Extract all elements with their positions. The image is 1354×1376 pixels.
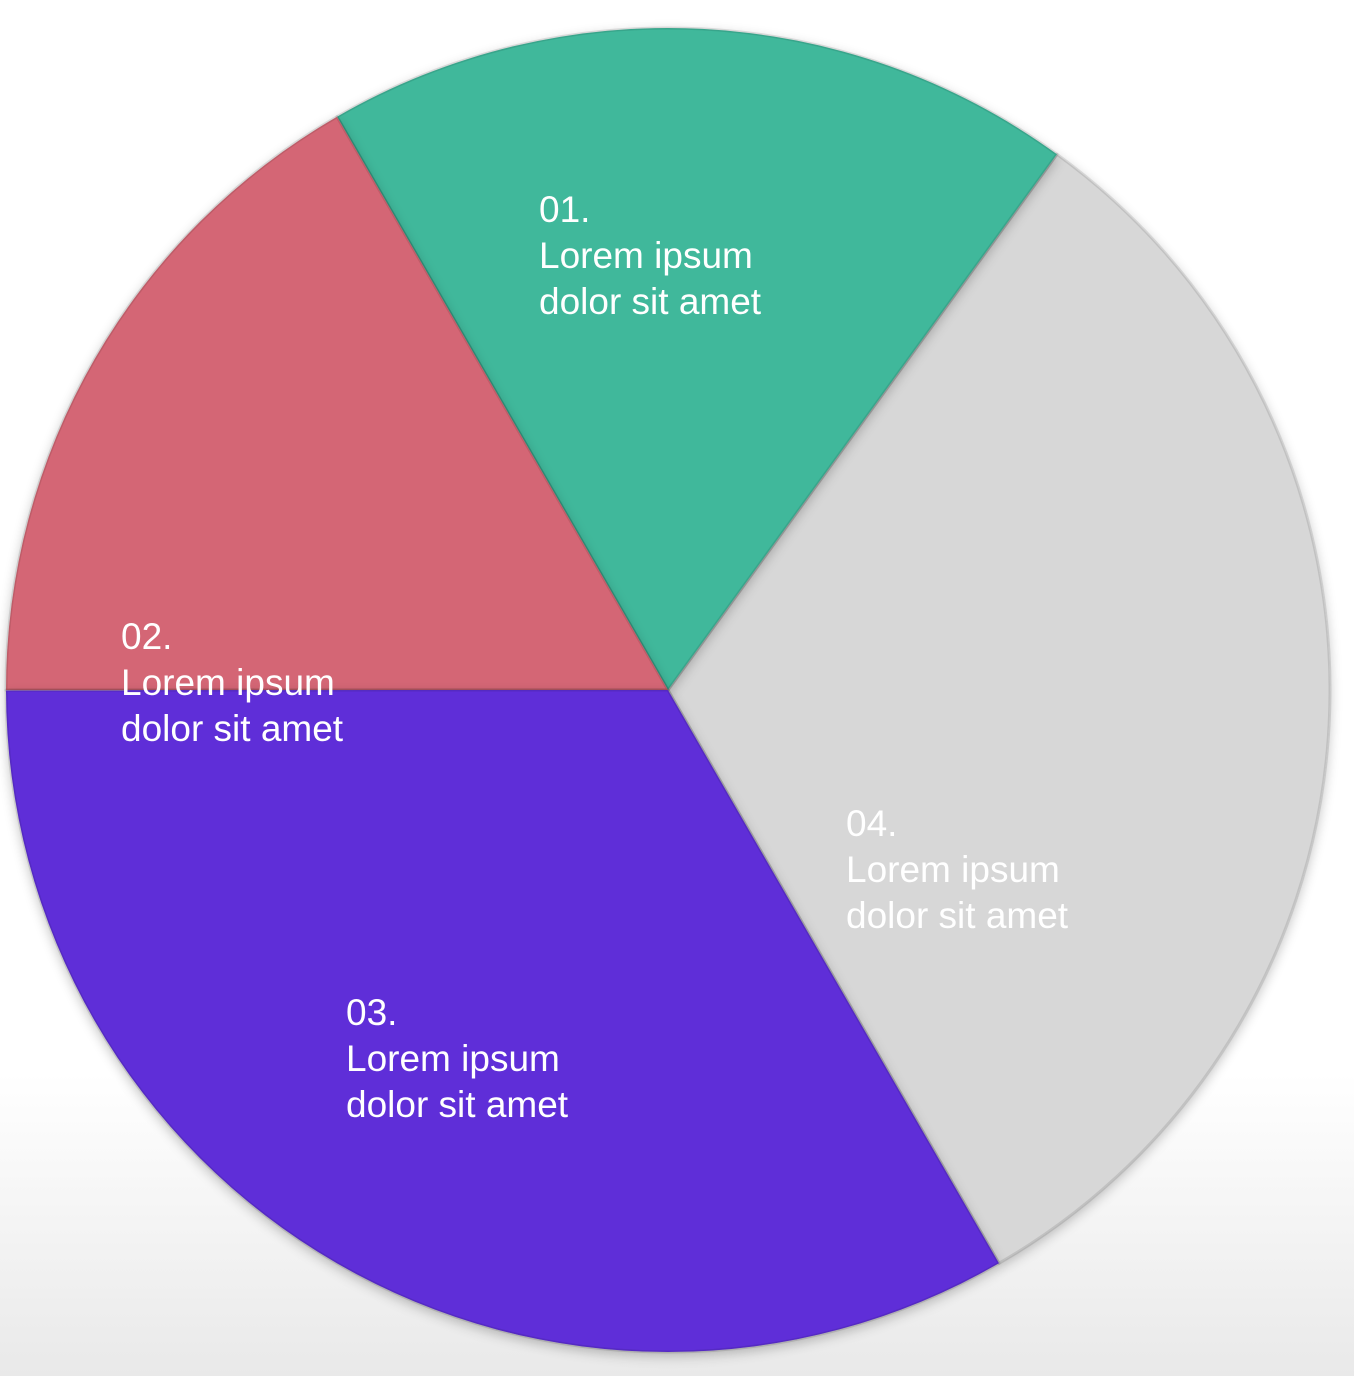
slice-label-02: 02. Lorem ipsum dolor sit amet bbox=[121, 614, 343, 752]
slice-number: 03. bbox=[346, 992, 398, 1033]
slice-text-line2: dolor sit amet bbox=[539, 281, 762, 322]
slice-label-03: 03. Lorem ipsum dolor sit amet bbox=[346, 990, 568, 1128]
pie-slice-04 bbox=[4, 688, 1001, 1354]
slice-text-line1: Lorem ipsum bbox=[539, 235, 753, 276]
slice-text-line1: Lorem ipsum bbox=[346, 1038, 560, 1079]
slice-number: 02. bbox=[121, 616, 173, 657]
slice-text-line1: Lorem ipsum bbox=[121, 662, 335, 703]
pie-slice-03 bbox=[4, 115, 670, 692]
pie-slice-01 bbox=[666, 152, 1332, 1265]
slice-label-04: 04. Lorem ipsum dolor sit amet bbox=[846, 801, 1068, 939]
slice-text-line2: dolor sit amet bbox=[121, 708, 344, 749]
slice-number: 04. bbox=[846, 803, 898, 844]
slice-text-line2: dolor sit amet bbox=[846, 895, 1069, 936]
slice-text-line2: dolor sit amet bbox=[346, 1084, 569, 1125]
slice-label-01: 01. Lorem ipsum dolor sit amet bbox=[539, 187, 761, 325]
slice-number: 01. bbox=[539, 189, 591, 230]
pie-slice-02 bbox=[335, 26, 1059, 692]
slice-text-line1: Lorem ipsum bbox=[846, 849, 1060, 890]
